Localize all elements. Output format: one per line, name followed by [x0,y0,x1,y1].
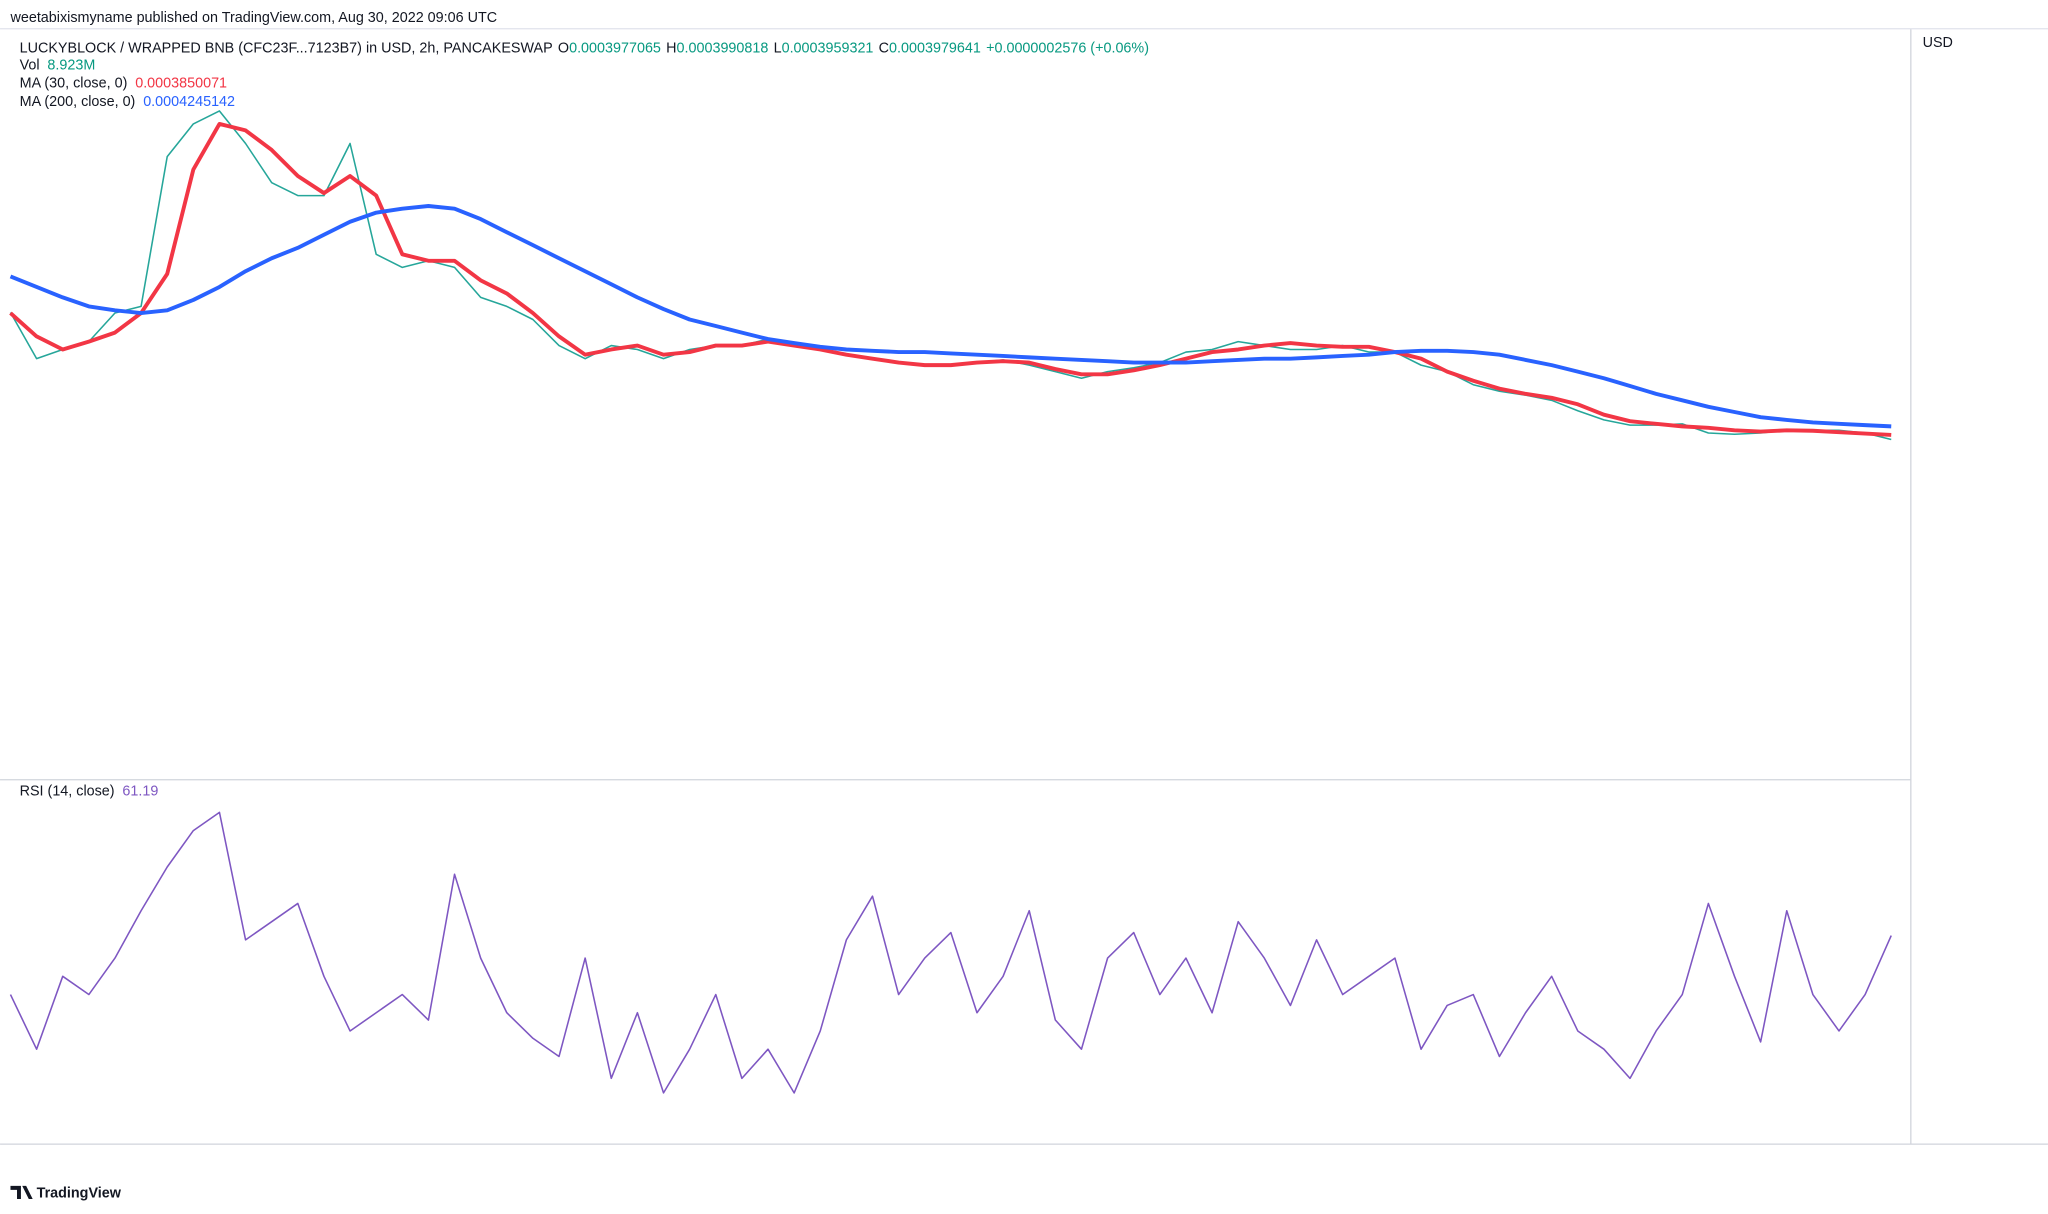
rsi-value: 61.19 [122,783,158,799]
ohlc-label: O [558,40,569,56]
ma200-legend: MA (200, close, 0) 0.0004245142 [20,94,235,110]
brand-logo [10,1185,33,1199]
ma30-legend: MA (30, close, 0) 0.0003850071 [20,75,227,91]
axes: USD [0,28,2048,1145]
title-line: LUCKYBLOCK / WRAPPED BNB (CFC23F...7123B… [20,40,1149,56]
volume-legend: Vol 8.923M [20,57,96,73]
ohlc-label: C [879,40,889,56]
ohlc-value: 0.0003990818 [677,40,769,56]
volume-value: 8.923M [47,57,95,73]
published: weetabixismyname published on TradingVie… [9,10,497,26]
currency: USD [1923,35,1953,51]
brand: TradingView [10,1185,122,1202]
legend-name: MA (200, close, 0) [20,94,136,110]
rsi-legend: RSI (14, close) 61.19 [20,783,159,799]
legend-value: 0.0004245142 [143,94,235,110]
ohlc-label: H [666,40,676,56]
ma-line [9,204,1892,429]
rsi-name: RSI (14, close) [20,783,115,799]
ohlc-value: 0.0003959321 [782,40,874,56]
legend-name: MA (30, close, 0) [20,75,128,91]
change: +0.0000002576 (+0.06%) [986,40,1149,56]
legend: weetabixismyname published on TradingVie… [9,10,1149,799]
legend-value: 0.0003850071 [135,75,227,91]
rsi-line [9,811,1892,1094]
ohlc-label: L [774,40,782,56]
chart-title: LUCKYBLOCK / WRAPPED BNB (CFC23F...7123B… [20,40,553,56]
ma-line [9,121,1892,437]
brand-name: TradingView [37,1186,122,1202]
volume-name: Vol [20,57,40,73]
price-pane [9,110,1892,1094]
ohlc-value: 0.0003979641 [889,40,981,56]
ohlc-value: 0.0003977065 [569,40,661,56]
